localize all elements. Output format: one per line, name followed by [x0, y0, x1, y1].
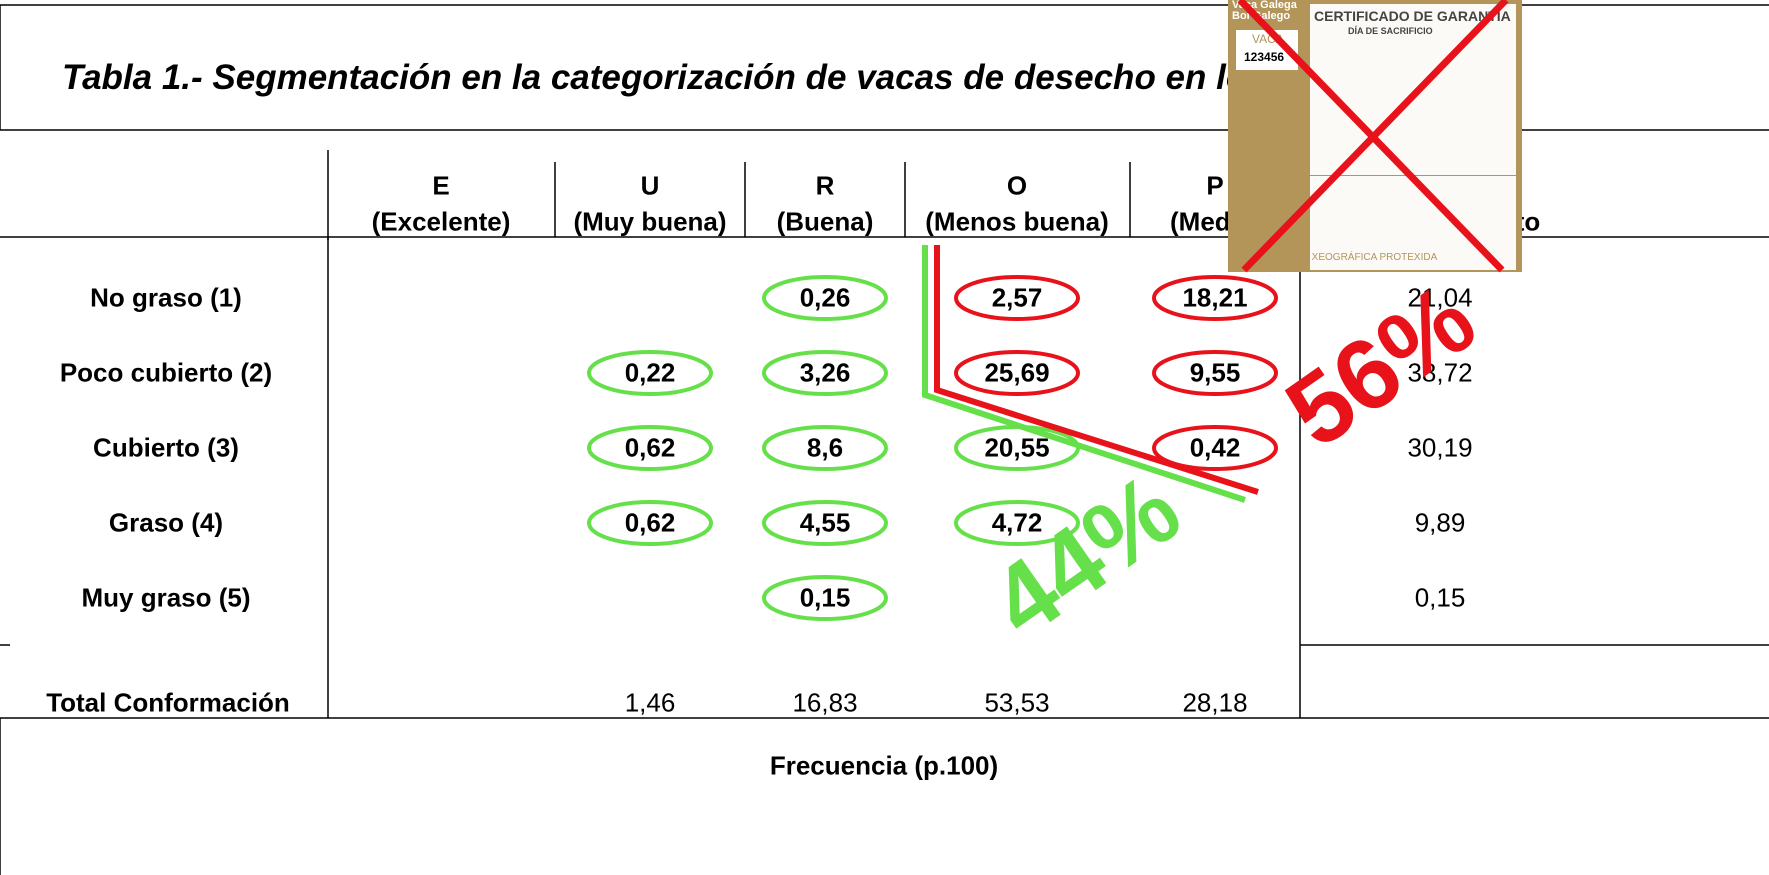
annotation-layer: 56% 44% [0, 0, 1769, 875]
percent-annotation: 56% [1267, 263, 1495, 470]
page: Tabla 1.- Segmentación en la categorizac… [0, 0, 1769, 875]
red-divider [937, 245, 1258, 492]
percent-annotation: 44% [972, 453, 1200, 660]
green-divider [925, 245, 1245, 500]
